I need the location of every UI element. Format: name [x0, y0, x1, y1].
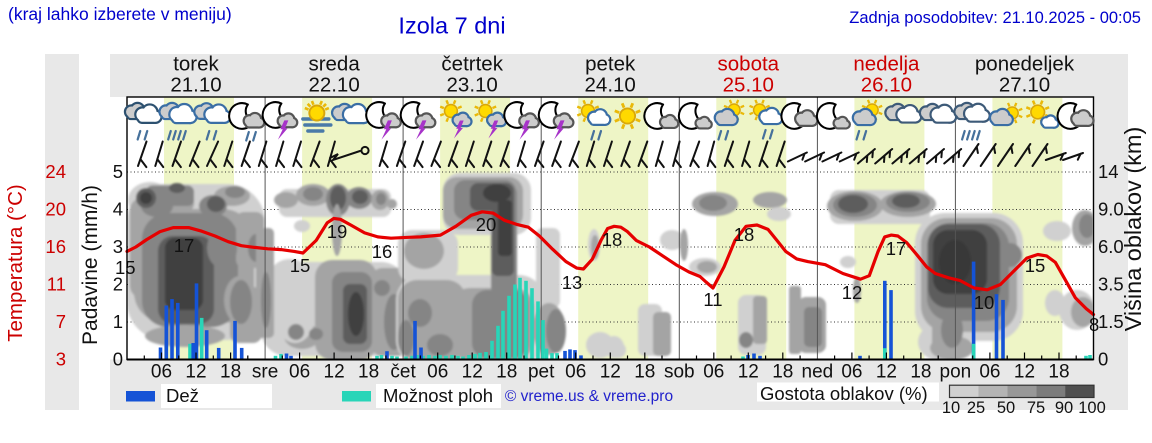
svg-text:14: 14 — [1098, 161, 1119, 182]
svg-text:torek: torek — [173, 53, 219, 76]
svg-text:3: 3 — [113, 236, 123, 257]
svg-text:Dež: Dež — [166, 385, 199, 406]
svg-text:18: 18 — [358, 362, 379, 383]
svg-text:sreda: sreda — [308, 53, 360, 76]
svg-text:petek: petek — [585, 53, 636, 76]
svg-text:06: 06 — [565, 362, 586, 383]
svg-text:11: 11 — [703, 289, 722, 310]
svg-text:5: 5 — [113, 161, 123, 182]
svg-text:ponedeljek: ponedeljek — [975, 53, 1075, 76]
svg-text:© vreme.us & vreme.pro: © vreme.us & vreme.pro — [505, 388, 673, 405]
svg-text:18: 18 — [602, 229, 623, 250]
svg-text:27.10: 27.10 — [999, 74, 1050, 97]
svg-text:0: 0 — [113, 349, 123, 370]
svg-text:čet: čet — [390, 362, 416, 383]
svg-text:20: 20 — [45, 199, 66, 220]
svg-text:17: 17 — [886, 238, 907, 259]
svg-text:4: 4 — [113, 199, 123, 220]
svg-text:13: 13 — [562, 272, 583, 293]
svg-text:16: 16 — [45, 236, 66, 257]
svg-text:19: 19 — [327, 221, 348, 242]
svg-text:Temperatura (°C): Temperatura (°C) — [4, 184, 27, 341]
svg-text:(kraj lahko izberete v meniju): (kraj lahko izberete v meniju) — [8, 4, 232, 24]
svg-text:pon: pon — [940, 362, 972, 383]
svg-text:18: 18 — [910, 362, 931, 383]
svg-text:10: 10 — [942, 399, 960, 417]
svg-text:12: 12 — [842, 282, 863, 303]
svg-text:20: 20 — [476, 214, 497, 235]
svg-text:Možnost ploh: Možnost ploh — [383, 385, 493, 406]
svg-text:sob: sob — [664, 362, 695, 383]
svg-text:12: 12 — [324, 362, 345, 383]
svg-text:Padavine (mm/h): Padavine (mm/h) — [79, 185, 102, 345]
svg-text:90: 90 — [1055, 399, 1073, 417]
svg-text:0: 0 — [1098, 349, 1108, 370]
svg-text:15: 15 — [290, 255, 311, 276]
svg-text:ned: ned — [802, 362, 834, 383]
svg-text:sobota: sobota — [718, 53, 780, 76]
svg-text:18: 18 — [496, 362, 517, 383]
svg-text:22.10: 22.10 — [308, 74, 359, 97]
svg-text:16: 16 — [372, 241, 393, 262]
svg-text:četrtek: četrtek — [441, 53, 503, 76]
svg-text:50: 50 — [997, 399, 1015, 417]
svg-text:17: 17 — [174, 235, 195, 256]
svg-text:7: 7 — [56, 311, 66, 332]
svg-text:Izola 7 dni: Izola 7 dni — [398, 13, 505, 39]
svg-text:12: 12 — [738, 362, 759, 383]
svg-text:12: 12 — [600, 362, 621, 383]
svg-text:18: 18 — [1048, 362, 1069, 383]
svg-text:3.5: 3.5 — [1098, 274, 1124, 295]
svg-text:15: 15 — [115, 257, 136, 278]
svg-text:100: 100 — [1078, 399, 1106, 417]
svg-text:12: 12 — [1014, 362, 1035, 383]
svg-text:Višina oblakov (km): Višina oblakov (km) — [1120, 127, 1146, 332]
svg-text:18: 18 — [634, 362, 655, 383]
svg-text:24: 24 — [45, 161, 66, 182]
svg-text:11: 11 — [47, 274, 66, 295]
svg-text:21.10: 21.10 — [170, 74, 221, 97]
svg-text:15: 15 — [1025, 255, 1046, 276]
svg-text:06: 06 — [289, 362, 310, 383]
svg-text:24.10: 24.10 — [585, 74, 636, 97]
svg-text:Gostota oblakov (%): Gostota oblakov (%) — [760, 383, 928, 404]
svg-text:6.0: 6.0 — [1098, 236, 1124, 257]
svg-text:sre: sre — [252, 362, 278, 383]
svg-text:3: 3 — [56, 349, 66, 370]
svg-text:18: 18 — [734, 224, 755, 245]
svg-text:06: 06 — [841, 362, 862, 383]
svg-text:9.0: 9.0 — [1098, 199, 1124, 220]
svg-text:18: 18 — [220, 362, 241, 383]
svg-text:12: 12 — [876, 362, 897, 383]
svg-text:18: 18 — [772, 362, 793, 383]
svg-text:25: 25 — [967, 399, 985, 417]
svg-text:06: 06 — [151, 362, 172, 383]
svg-text:06: 06 — [427, 362, 448, 383]
svg-text:12: 12 — [185, 362, 206, 383]
svg-text:12: 12 — [462, 362, 483, 383]
svg-text:1.5: 1.5 — [1098, 311, 1124, 332]
svg-text:pet: pet — [528, 362, 555, 383]
svg-text:Zadnja posodobitev: 21.10.2025: Zadnja posodobitev: 21.10.2025 - 00:05 — [849, 9, 1141, 27]
svg-text:26.10: 26.10 — [861, 74, 912, 97]
svg-text:06: 06 — [703, 362, 724, 383]
svg-text:23.10: 23.10 — [447, 74, 498, 97]
svg-text:06: 06 — [979, 362, 1000, 383]
svg-text:75: 75 — [1027, 399, 1045, 417]
svg-text:2: 2 — [113, 274, 123, 295]
svg-text:1: 1 — [113, 311, 123, 332]
svg-text:25.10: 25.10 — [723, 74, 774, 97]
svg-text:nedelja: nedelja — [853, 53, 920, 76]
svg-text:10: 10 — [974, 292, 995, 313]
